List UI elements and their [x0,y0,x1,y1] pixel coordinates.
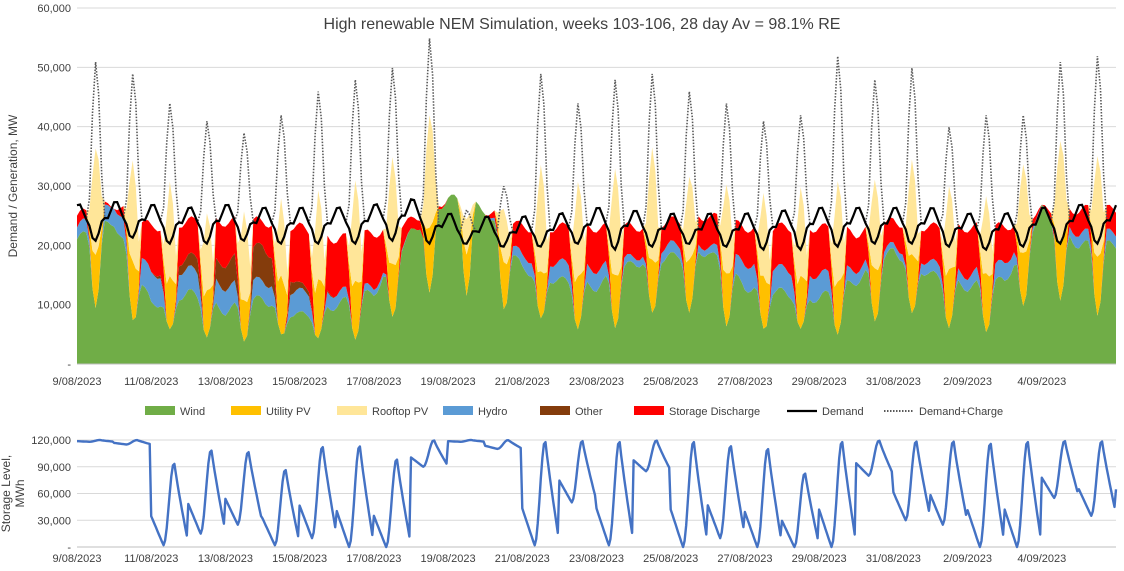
x-tick-label: 9/08/2023 [53,553,102,565]
x-tick-label: 15/08/2023 [272,376,327,388]
x-tick-label: 31/08/2023 [866,376,921,388]
legend-swatch-storage-discharge [634,406,664,415]
x-tick-label: 19/08/2023 [421,553,476,565]
x-tick-label: 27/08/2023 [717,553,772,565]
x-tick-label: 9/08/2023 [53,376,102,388]
area-hydro [77,194,1116,342]
x-tick-label: 29/08/2023 [792,553,847,565]
chart-title: High renewable NEM Simulation, weeks 103… [324,16,841,33]
y-tick-label: 90,000 [37,462,71,474]
area-rooftop-pv [77,115,1116,302]
legend-label-other: Other [575,406,603,418]
x-tick-label: 19/08/2023 [421,376,476,388]
y-tick-label: 40,000 [37,122,71,134]
line-demand [76,197,1118,252]
x-tick-label: 21/08/2023 [495,376,550,388]
x-tick-label: 11/08/2023 [124,376,178,388]
area-wind [77,194,1116,364]
line-demand-charge [76,38,1117,235]
legend-swatch-other [540,406,570,415]
x-tick-label: 17/08/2023 [346,553,401,565]
x-tick-label: 4/09/2023 [1017,376,1066,388]
line-storage-level [77,438,1118,549]
storage-chart: - 30,000 60,000 90,000 120,000 9/08/2023 11/08… [0,435,1118,565]
y-tick-label: 60,000 [37,3,71,15]
legend-swatch-rooftop-pv [337,406,367,415]
x-tick-label: 13/08/2023 [198,553,253,565]
y-tick-label: 10,000 [37,300,71,312]
x-tick-label: 4/09/2023 [1017,553,1066,565]
legend-label-storage-discharge: Storage Discharge [669,406,760,418]
x-tick-label: 25/08/2023 [643,376,698,388]
x-tick-label: 11/08/2023 [124,553,178,565]
generation-chart: - 10,000 20,000 30,000 40,000 50,000 60,000 9/0… [6,3,1118,388]
legend-label-wind: Wind [180,406,205,418]
y-tick-label: 30,000 [37,515,71,527]
y-tick-label: 50,000 [37,62,71,74]
x-tick-label: 23/08/2023 [569,376,624,388]
y-tick-label: 120,000 [31,435,71,447]
x-tick-label: 13/08/2023 [198,376,253,388]
x-tick-label: 31/08/2023 [866,553,921,565]
legend-swatch-wind [145,406,175,415]
y-tick-label: 60,000 [37,489,71,501]
area-utility-pv [77,194,1116,342]
x-tick-label: 2/09/2023 [943,553,992,565]
y-tick-label: - [67,542,71,554]
legend-label-rooftop-pv: Rooftop PV [372,406,429,418]
y-tick-label: 30,000 [37,181,71,193]
x-tick-label: 17/08/2023 [346,376,401,388]
x-tick-label: 21/08/2023 [495,553,550,565]
x-tick-label: 2/09/2023 [943,376,992,388]
area-storage-discharge [77,194,1116,342]
y-tick-label: 20,000 [37,240,71,252]
x-tick-label: 29/08/2023 [792,376,847,388]
legend-label-demand: Demand [822,406,864,418]
x-tick-label: 15/08/2023 [272,553,327,565]
y-axis-title: Storage Level,MWh [0,455,27,532]
legend-label-utility-pv: Utility PV [266,406,311,418]
x-tick-label: 25/08/2023 [643,553,698,565]
x-tick-label: 23/08/2023 [569,553,624,565]
y-axis-title: Demand / Generation, MW [6,114,20,257]
legend-swatch-utility-pv [231,406,261,415]
legend: Wind Utility PV Rooftop PV Hydro Other Storag… [145,406,1003,418]
x-tick-label: 27/08/2023 [717,376,772,388]
legend-label-hydro: Hydro [478,406,507,418]
legend-swatch-hydro [443,406,473,415]
y-tick-label: - [67,359,71,371]
legend-label-demand-charge: Demand+Charge [919,406,1003,418]
